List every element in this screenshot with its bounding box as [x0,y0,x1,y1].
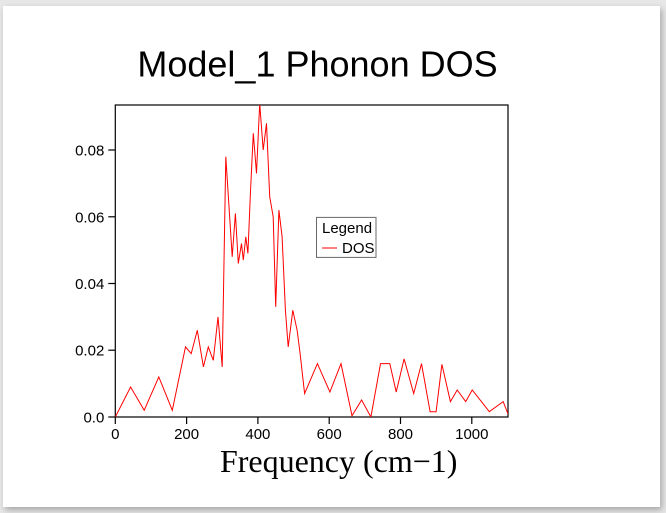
svg-text:1000: 1000 [455,426,488,443]
svg-text:200: 200 [174,426,199,443]
svg-text:0.04: 0.04 [75,276,104,293]
svg-text:Legend: Legend [322,220,372,237]
svg-text:0: 0 [111,426,119,443]
svg-text:0.02: 0.02 [75,343,104,360]
svg-text:600: 600 [317,426,342,443]
svg-text:0.06: 0.06 [75,209,104,226]
svg-text:0.0: 0.0 [83,410,104,427]
svg-text:400: 400 [245,426,270,443]
svg-text:800: 800 [388,426,413,443]
svg-text:DOS: DOS [342,240,375,257]
svg-text:0.08: 0.08 [75,143,104,160]
svg-text:Frequency (cm−1): Frequency (cm−1) [220,443,458,479]
svg-text:Model_1 Phonon DOS: Model_1 Phonon DOS [137,43,497,84]
